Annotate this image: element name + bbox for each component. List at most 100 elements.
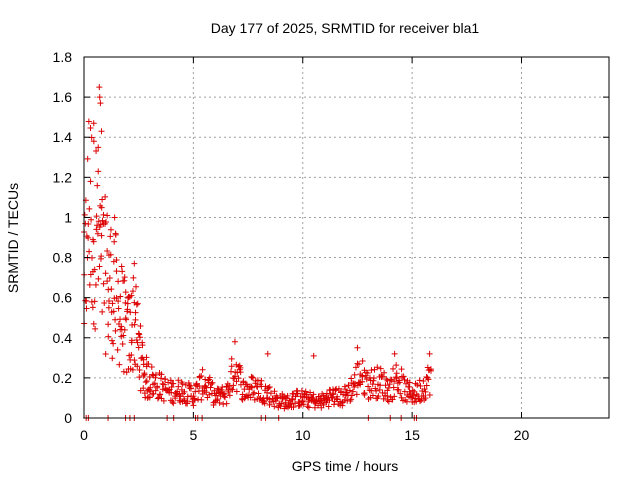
data-point [102, 193, 109, 200]
data-point [113, 294, 120, 301]
data-point [302, 388, 309, 395]
data-point [87, 178, 94, 185]
data-point [229, 386, 236, 393]
data-point [292, 400, 299, 407]
data-point [218, 386, 225, 393]
data-point [120, 368, 127, 375]
data-point [342, 386, 349, 393]
data-point [95, 168, 102, 175]
data-point [107, 226, 114, 233]
data-point [104, 278, 111, 285]
data-point [214, 396, 221, 403]
data-point [427, 366, 434, 373]
data-point [96, 94, 103, 101]
data-point [351, 384, 358, 391]
data-point [359, 373, 366, 380]
data-point [403, 398, 410, 405]
data-point [248, 374, 255, 381]
data-point [109, 300, 116, 307]
data-point [93, 226, 100, 233]
data-point [127, 309, 134, 316]
data-point [422, 388, 429, 395]
data-point [90, 238, 97, 245]
data-point [112, 327, 119, 334]
data-point [159, 380, 166, 387]
data-point [155, 394, 162, 401]
data-point [355, 361, 362, 368]
data-point [94, 230, 101, 237]
data-point [107, 233, 114, 240]
data-point [85, 220, 92, 227]
data-point [255, 390, 262, 397]
data-point [249, 384, 256, 391]
data-point [130, 274, 137, 281]
data-point [266, 401, 273, 408]
data-point [141, 371, 148, 378]
data-point [346, 387, 353, 394]
y-tick-label: 0.4 [53, 330, 73, 346]
chart-title: Day 177 of 2025, SRMTID for receiver bla… [211, 20, 480, 36]
data-point [401, 376, 408, 383]
data-point [348, 375, 355, 382]
data-point [300, 401, 307, 408]
data-point [410, 392, 417, 399]
data-point [105, 286, 112, 293]
data-point [326, 397, 333, 404]
data-point [329, 394, 336, 401]
data-point [220, 391, 227, 398]
data-point [135, 330, 142, 337]
data-point [99, 217, 106, 224]
data-point [288, 395, 295, 402]
data-point [389, 396, 396, 403]
data-point [117, 316, 124, 323]
data-point [83, 305, 90, 312]
data-point [90, 120, 97, 127]
data-point [112, 231, 119, 238]
data-point [116, 361, 123, 368]
data-point [215, 386, 222, 393]
data-point [373, 387, 380, 394]
data-point [318, 397, 325, 404]
data-point [198, 396, 205, 403]
data-point [131, 357, 138, 364]
data-point [105, 298, 112, 305]
data-point [304, 403, 311, 410]
data-point [320, 401, 327, 408]
data-point [384, 377, 391, 384]
data-point [409, 387, 416, 394]
data-point [162, 376, 169, 383]
data-point [375, 393, 382, 400]
data-point [128, 292, 135, 299]
data-point [323, 390, 330, 397]
data-point [221, 390, 228, 397]
data-point [250, 374, 257, 381]
data-point [260, 398, 267, 405]
data-point [398, 394, 405, 401]
data-point [216, 399, 223, 406]
data-point [92, 325, 99, 332]
data-point [136, 374, 143, 381]
data-point [264, 350, 271, 357]
data-point [96, 263, 103, 270]
data-point [84, 155, 91, 162]
data-point [107, 251, 114, 258]
data-point [93, 148, 100, 155]
y-tick-label: 1.8 [53, 49, 73, 65]
data-point [115, 298, 122, 305]
y-tick-label: 0 [64, 410, 72, 426]
data-point [95, 275, 102, 282]
data-point [133, 283, 140, 290]
data-point [113, 256, 120, 263]
x-tick-label: 5 [189, 427, 197, 443]
data-point [133, 336, 140, 343]
data-point [113, 268, 120, 275]
data-point [206, 374, 213, 381]
data-point [353, 391, 360, 398]
data-point [233, 388, 240, 395]
data-point [159, 386, 166, 393]
data-point [92, 281, 99, 288]
data-point [380, 395, 387, 402]
y-tick-label: 1.6 [53, 89, 73, 105]
data-point [160, 381, 167, 388]
